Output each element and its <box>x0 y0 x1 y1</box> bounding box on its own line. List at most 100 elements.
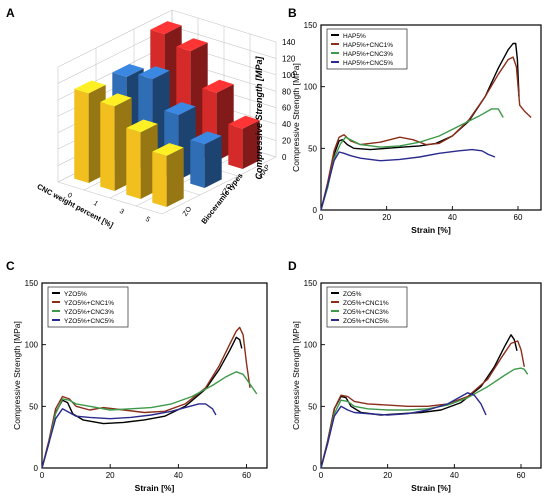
series-line-3 <box>41 403 217 469</box>
series-line-1 <box>320 340 525 469</box>
x-tick-label: 40 <box>448 213 457 222</box>
bar-side-face <box>242 120 260 169</box>
x-tick-label: 20 <box>382 213 391 222</box>
x-axis-label: Strain [%] <box>411 483 451 493</box>
bar-side-face <box>204 135 222 188</box>
x-tick-label: 40 <box>174 471 183 480</box>
panel-a-bars <box>74 21 260 207</box>
panel-label-a: A <box>6 6 15 20</box>
series-line-3 <box>320 392 487 469</box>
bar-top-face <box>190 131 222 145</box>
series-line-0 <box>320 334 518 469</box>
y-tick-label: 150 <box>304 279 318 288</box>
legend-entry: ZO5% <box>343 291 362 298</box>
legend-entry: HAP5%+CNC5% <box>343 60 393 67</box>
panel-a-3d-bar-chart: 0 20 40 60 80 100 120 140 Compressive Strength … <box>36 9 296 230</box>
bar-front-face <box>190 140 205 188</box>
y-axis-label: Compressive Strength [MPa] <box>291 63 301 172</box>
bar-top-face <box>152 143 184 156</box>
y-tick-label: 50 <box>308 402 317 411</box>
bar-zo-5 <box>152 143 184 207</box>
x-tick-label: 0 <box>319 213 324 222</box>
legend-entry: YZO5%+CNC1% <box>64 300 114 307</box>
z-tick-label: 40 <box>282 120 291 129</box>
x-tick-label: 60 <box>514 213 523 222</box>
legend-entry: YZO5% <box>64 291 87 298</box>
legend-entry: YZO5%+CNC3% <box>64 309 114 316</box>
panel-a-x-categories: 0 1 3 5 <box>66 192 151 224</box>
legend-box <box>326 28 408 70</box>
series-line-3 <box>320 148 496 211</box>
x-category-label: 0 <box>66 192 73 200</box>
legend-entry: ZO5%+CNC5% <box>343 318 389 325</box>
panel-label-d: D <box>288 259 297 273</box>
bar-top-face <box>100 93 132 107</box>
legend-entry: YZO5%+CNC5% <box>64 318 114 325</box>
grid-line <box>161 156 277 215</box>
x-tick-label: 0 <box>319 471 324 480</box>
panel-b-line-chart: 0 20 40 60 0 50 100 150 Strain [%] Compressive St… <box>291 21 542 235</box>
bar-top-face <box>164 102 196 116</box>
y-tick-label: 100 <box>25 341 39 350</box>
x-axis-label: Strain [%] <box>411 225 451 235</box>
z-tick-label: 0 <box>282 153 287 162</box>
y-tick-label: 100 <box>304 83 318 92</box>
panel-a-x-axis-label: CNC weight percent [%] <box>36 182 116 230</box>
panel-a-z-axis-label: Compressive Strength [MPa] <box>254 55 264 179</box>
panel-d-line-chart: 0 20 40 60 0 50 100 150 Strain [%] Compressive St… <box>291 279 542 493</box>
series-line-2 <box>41 371 258 469</box>
grid-line <box>57 181 163 215</box>
bar-top-face <box>228 115 260 129</box>
bar-top-face <box>150 21 182 35</box>
y-tick-label: 0 <box>34 464 39 473</box>
bar-yzo-5 <box>190 131 222 188</box>
y-tick-label: 150 <box>304 21 318 30</box>
x-category-label: 1 <box>92 200 99 208</box>
bar-top-face <box>202 79 234 93</box>
x-category-label: 5 <box>144 216 151 224</box>
legend-entry: HAP5%+CNC1% <box>343 42 393 49</box>
panel-label-c: C <box>6 259 15 273</box>
bar-top-face <box>74 80 106 94</box>
bar-side-face <box>166 147 184 207</box>
z-tick-label: 140 <box>282 38 296 47</box>
bar-top-face <box>176 38 208 52</box>
bar-front-face <box>152 151 167 207</box>
series-line-2 <box>320 367 529 469</box>
x-tick-label: 60 <box>517 471 526 480</box>
legend-entry: ZO5%+CNC1% <box>343 300 389 307</box>
panel-label-b: B <box>288 6 297 20</box>
y-tick-label: 50 <box>308 144 317 153</box>
bar-front-face <box>74 89 89 183</box>
series-line-0 <box>320 42 520 211</box>
bar-top-face <box>126 119 158 133</box>
series-line-2 <box>320 108 504 211</box>
y-tick-label: 100 <box>304 341 318 350</box>
plot-frame <box>320 24 542 211</box>
y-axis-label: Compressive Strength [MPa] <box>291 321 301 430</box>
x-axis-label: Strain [%] <box>135 483 175 493</box>
legend-entry: HAP5% <box>343 33 366 40</box>
plot-frame <box>41 282 268 469</box>
panel-c-line-chart: 0 20 40 60 0 50 100 150 Strain [%] Compressive St… <box>12 279 268 493</box>
y-tick-label: 150 <box>25 279 39 288</box>
bar-top-face <box>112 64 144 77</box>
legend-box <box>47 286 129 328</box>
legend-entry: HAP5%+CNC3% <box>343 51 393 58</box>
z-tick-label: 20 <box>282 137 291 146</box>
bar-front-face <box>228 124 243 169</box>
x-tick-label: 20 <box>106 471 115 480</box>
z-tick-label: 100 <box>282 71 296 80</box>
y-tick-label: 0 <box>313 206 318 215</box>
x-tick-label: 0 <box>40 471 45 480</box>
bar-front-face <box>126 128 141 199</box>
plot-frame <box>320 282 542 469</box>
series-line-1 <box>41 326 251 469</box>
x-tick-label: 20 <box>383 471 392 480</box>
z-tick-label: 60 <box>282 104 291 113</box>
y-axis-label: Compressive Strength [MPa] <box>12 321 22 430</box>
z-tick-label: 80 <box>282 87 291 96</box>
x-tick-label: 60 <box>242 471 251 480</box>
bar-hap-5 <box>228 115 260 169</box>
